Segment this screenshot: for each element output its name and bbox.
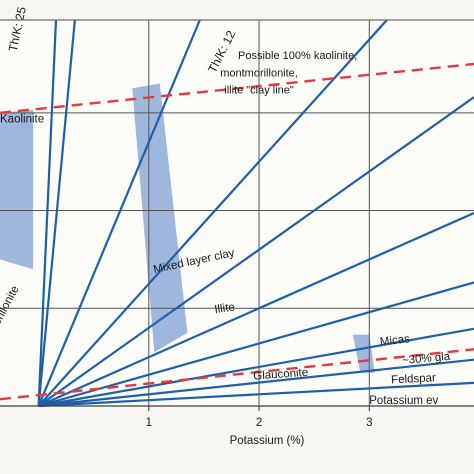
series-dashed-possible-100-kaolinite-montmorillonite-illite-clay-line	[0, 62, 474, 115]
annotation-kaolinite: Kaolinite	[0, 114, 44, 126]
x-tick-label-2: 2	[256, 417, 262, 429]
annotation-30-gla: ~30% gla	[402, 351, 452, 367]
series-line-illite	[37, 96, 474, 407]
series-line-glauconite	[38, 327, 474, 408]
series-line-th-k-12	[37, 19, 76, 407]
annotation-montmorillonite: montmorillonite,	[220, 68, 298, 80]
shaded-zone-kaolinite-montmorillonite	[0, 109, 34, 270]
series-line-mixed-layer-clay	[37, 19, 388, 407]
series-line-30-glauconite	[38, 281, 474, 408]
series-line-th-k-25	[37, 19, 58, 407]
annotation-illite: Illite	[214, 301, 236, 316]
series-line-potassium-evaporites	[38, 381, 474, 408]
annotation-glauconite: Glauconite	[253, 367, 309, 383]
annotation-potassium-ev: Potassium ev	[369, 395, 438, 407]
x-axis-label: Potassium (%)	[230, 435, 305, 447]
x-tick-label-1: 1	[146, 417, 152, 429]
plot-area-background	[0, 20, 474, 406]
series-dashed-feldspar-dashed	[0, 348, 474, 401]
annotation-feldspar: Feldspar	[391, 372, 436, 386]
annotation-illite-clay-line: illite "clay line"	[224, 84, 294, 96]
series-line-montmorillonite	[37, 19, 201, 407]
series-line-feldspar	[38, 358, 474, 408]
x-tick-label-3: 3	[366, 417, 372, 429]
annotation-possible-100-kaolinite: Possible 100% kaolinite,	[238, 50, 357, 62]
annotation-micas: Micas	[379, 333, 410, 348]
series-line-micas	[38, 211, 474, 408]
